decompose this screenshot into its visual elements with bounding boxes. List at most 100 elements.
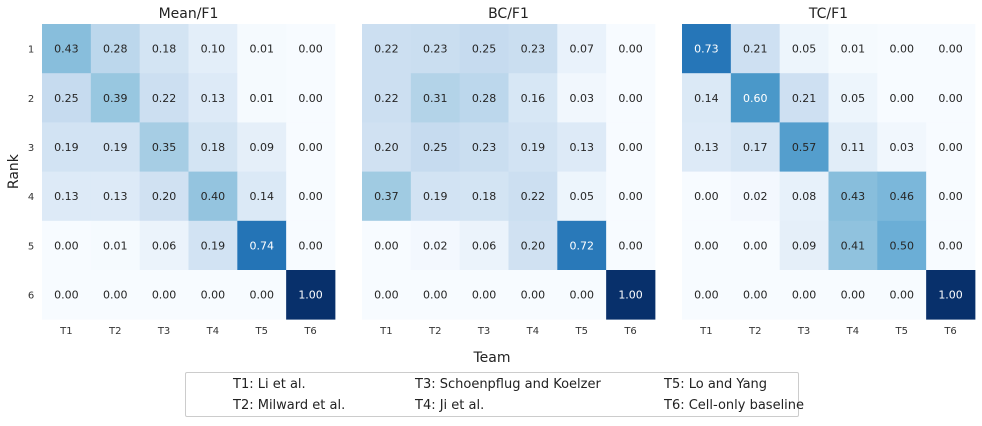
cell-label-p2-r4-c2: 0.19 (423, 190, 448, 203)
heatmap-cell-p3-r1-c2 (730, 24, 781, 74)
heatmap-cell-p2-r3-c6 (606, 122, 656, 172)
y-tick-5: 5 (28, 241, 34, 252)
heatmap-cell-p3-r2-c1 (682, 73, 732, 123)
cell-label-p1-r3-c1: 0.19 (54, 141, 79, 154)
cell-label-p3-r6-c1: 0.00 (694, 289, 719, 302)
heatmap-cell-p1-r4-c3 (139, 171, 189, 222)
heatmap-cell-p3-r1-c4 (828, 24, 878, 74)
cell-label-p3-r5-c2: 0.00 (743, 239, 768, 252)
cell-label-p1-r1-c6: 0.00 (298, 43, 323, 56)
heatmap-cell-p2-r3-c5 (557, 122, 607, 172)
cell-label-p2-r5-c2: 0.02 (423, 239, 448, 252)
heatmap-cell-p1-r1-c1 (42, 24, 92, 74)
heatmap-cell-p1-r2-c4 (188, 73, 238, 123)
y-tick-1: 1 (28, 45, 34, 56)
x-tick-p2-T6: T6 (623, 326, 636, 337)
heatmap-cell-p2-r5-c1 (362, 220, 412, 271)
cell-label-p1-r6-c2: 0.00 (103, 289, 128, 302)
cell-label-p3-r1-c1: 0.73 (694, 43, 719, 56)
cell-label-p3-r2-c5: 0.00 (889, 92, 914, 105)
heatmap-cell-p3-r3-c5 (877, 122, 927, 172)
x-tick-p2-T2: T2 (428, 326, 441, 337)
x-tick-p1-T6: T6 (303, 326, 316, 337)
cell-label-p1-r1-c2: 0.28 (103, 43, 128, 56)
cell-label-p1-r2-c1: 0.25 (54, 92, 79, 105)
cell-label-p1-r5-c3: 0.06 (152, 239, 177, 252)
cell-label-p3-r2-c6: 0.00 (938, 92, 963, 105)
cell-label-p1-r3-c6: 0.00 (298, 141, 323, 154)
cell-label-p1-r3-c3: 0.35 (152, 141, 177, 154)
heatmap-cell-p3-r6-c3 (779, 270, 829, 320)
cell-label-p3-r3-c1: 0.13 (694, 141, 719, 154)
heatmap-cell-p1-r6-c3 (139, 270, 189, 320)
cell-label-p1-r2-c3: 0.22 (152, 92, 177, 105)
heatmap-cell-p2-r2-c4 (508, 73, 558, 123)
cell-label-p3-r2-c2: 0.60 (743, 92, 768, 105)
heatmap-cell-p1-r6-c6 (286, 270, 336, 320)
cell-label-p3-r1-c2: 0.21 (743, 43, 768, 56)
heatmap-cell-p3-r3-c6 (926, 122, 976, 172)
x-tick-p3-T1: T1 (699, 326, 712, 337)
heatmap-cell-p3-r2-c6 (926, 73, 976, 123)
legend: T1: Li et al. T2: Milward et al. T3: Sch… (185, 372, 804, 417)
cell-label-p2-r4-c4: 0.22 (521, 190, 546, 203)
cell-label-p3-r3-c5: 0.03 (889, 141, 914, 154)
cell-label-p1-r1-c3: 0.18 (152, 43, 177, 56)
heatmap-cell-p1-r1-c3 (139, 24, 189, 74)
heatmap-cell-p1-r2-c6 (286, 73, 336, 123)
cell-label-p2-r1-c3: 0.25 (472, 43, 497, 56)
cell-label-p1-r6-c5: 0.00 (249, 289, 274, 302)
cell-label-p3-r5-c4: 0.41 (841, 239, 866, 252)
cell-label-p3-r4-c3: 0.08 (792, 190, 817, 203)
cell-label-p1-r4-c3: 0.20 (152, 190, 177, 203)
x-tick-p1-T2: T2 (108, 326, 121, 337)
cell-label-p2-r6-c4: 0.00 (521, 289, 546, 302)
heatmap-cell-p3-r3-c3 (779, 122, 829, 172)
cell-label-p1-r3-c4: 0.18 (201, 141, 226, 154)
cell-label-p3-r1-c4: 0.01 (841, 43, 866, 56)
heatmap-cell-p3-r2-c5 (877, 73, 927, 123)
cell-label-p2-r5-c4: 0.20 (521, 239, 546, 252)
heatmap-cell-p1-r3-c2 (90, 122, 141, 172)
x-tick-p3-T5: T5 (894, 326, 907, 337)
legend-entry-t6: T6: Cell-only baseline (664, 398, 805, 413)
heatmap-cell-p3-r5-c2 (730, 220, 781, 271)
x-tick-p3-T3: T3 (797, 326, 810, 337)
heatmap-cell-p3-r3-c2 (730, 122, 781, 172)
cell-label-p1-r5-c1: 0.00 (54, 239, 79, 252)
heatmap-cell-p2-r1-c3 (459, 24, 509, 74)
heatmap-cell-p2-r1-c4 (508, 24, 558, 74)
cell-label-p2-r5-c5: 0.72 (569, 239, 594, 252)
cell-label-p2-r4-c5: 0.05 (569, 190, 594, 203)
cell-label-p2-r2-c3: 0.28 (472, 92, 497, 105)
heatmap-cell-p1-r5-c5 (237, 220, 287, 271)
heatmap-cell-p1-r5-c1 (42, 220, 92, 271)
cell-label-p1-r1-c1: 0.43 (54, 43, 79, 56)
x-tick-p1-T1: T1 (59, 326, 72, 337)
heatmap-cell-p3-r2-c2 (730, 73, 781, 123)
cell-label-p1-r4-c5: 0.14 (249, 190, 274, 203)
heatmap-cell-p2-r6-c5 (557, 270, 607, 320)
cell-label-p1-r4-c6: 0.00 (298, 190, 323, 203)
cell-label-p3-r1-c5: 0.00 (889, 43, 914, 56)
x-tick-p3-T6: T6 (943, 326, 956, 337)
cell-label-p2-r6-c6: 1.00 (618, 289, 643, 302)
cell-label-p1-r6-c4: 0.00 (201, 289, 226, 302)
heatmap-cell-p3-r5-c3 (779, 220, 829, 271)
cell-label-p3-r6-c5: 0.00 (889, 289, 914, 302)
heatmap-cell-p3-r4-c6 (926, 171, 976, 222)
heatmap-cell-p2-r4-c4 (508, 171, 558, 222)
heatmap-cell-p1-r6-c1 (42, 270, 92, 320)
heatmap-cell-p3-r4-c5 (877, 171, 927, 222)
cell-label-p1-r3-c5: 0.09 (249, 141, 274, 154)
heatmap-cell-p2-r2-c2 (410, 73, 461, 123)
x-tick-p2-T3: T3 (477, 326, 490, 337)
y-tick-6: 6 (28, 291, 34, 302)
heatmap-cell-p3-r1-c3 (779, 24, 829, 74)
heatmap-cell-p2-r6-c2 (410, 270, 461, 320)
heatmap-cell-p1-r5-c2 (90, 220, 141, 271)
heatmap-cell-p2-r4-c3 (459, 171, 509, 222)
legend-entry-t1: T1: Li et al. (233, 377, 306, 392)
cell-label-p3-r6-c3: 0.00 (792, 289, 817, 302)
cell-label-p3-r2-c4: 0.05 (841, 92, 866, 105)
